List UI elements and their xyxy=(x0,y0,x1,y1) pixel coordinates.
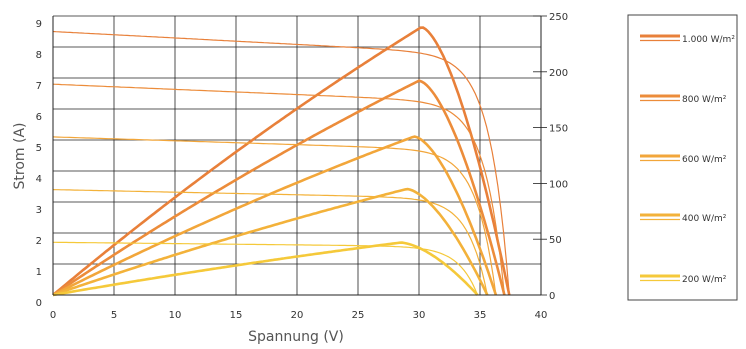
y-left-tick-label: 0 xyxy=(36,298,42,309)
current-curve xyxy=(52,189,488,296)
legend-label: 1.000 W/m² xyxy=(682,35,735,45)
current-curve xyxy=(52,30,510,296)
y-left-tick-label: 9 xyxy=(36,19,42,30)
y-left-tick-label: 2 xyxy=(36,236,42,247)
current-curve xyxy=(52,83,505,296)
legend-label: 600 W/m² xyxy=(682,155,727,165)
x-axis-title: Spannung (V) xyxy=(248,329,344,345)
x-tick-label: 15 xyxy=(230,310,243,321)
legend-label: 400 W/m² xyxy=(682,214,727,224)
y-right-tick-label: 200 xyxy=(549,68,568,79)
x-tick-label: 5 xyxy=(111,310,117,321)
x-tick-label: 40 xyxy=(535,310,548,321)
y-left-tick-label: 8 xyxy=(36,50,42,61)
y-right-tick-label: 0 xyxy=(549,291,555,302)
y-left-tick-label: 5 xyxy=(36,143,42,154)
y-left-tick-label: 1 xyxy=(36,267,42,278)
curves xyxy=(52,26,511,297)
x-tick-label: 0 xyxy=(50,310,56,321)
y-left-tick-label: 3 xyxy=(36,205,42,216)
y-right-tick-label: 50 xyxy=(549,235,562,246)
current-curve xyxy=(53,241,479,296)
power-curve xyxy=(52,79,506,297)
x-tick-label: 25 xyxy=(352,310,365,321)
y-left-tick-label: 4 xyxy=(36,174,42,185)
power-curve xyxy=(52,135,498,297)
y-left-tick-label: 6 xyxy=(36,112,42,123)
y-axis-title: Strom (A) xyxy=(12,123,28,190)
power-curve xyxy=(52,241,479,297)
power-curve xyxy=(52,26,511,296)
y-right-tick-label: 100 xyxy=(549,179,568,190)
y-left-tick-label: 7 xyxy=(36,81,42,92)
legend-label: 200 W/m² xyxy=(682,275,727,285)
current-curve xyxy=(52,136,497,296)
axes: 0 5 10 15 20 25 30 35 40012345678905010015020025… xyxy=(36,12,568,321)
grid xyxy=(53,15,542,295)
x-tick-label: 35 xyxy=(474,310,487,321)
y-right-tick-label: 150 xyxy=(549,124,568,135)
power-curve xyxy=(52,187,489,297)
legend-label: 800 W/m² xyxy=(682,95,727,105)
x-tick-label: 30 xyxy=(413,310,426,321)
y-right-tick-label: 250 xyxy=(549,12,568,23)
x-tick-label: 10 xyxy=(169,310,182,321)
x-tick-label: 20 xyxy=(291,310,304,321)
legend: 1.000 W/m² 800 W/m² 600 W/m² 400 W/m² 200 W/… xyxy=(640,34,735,285)
